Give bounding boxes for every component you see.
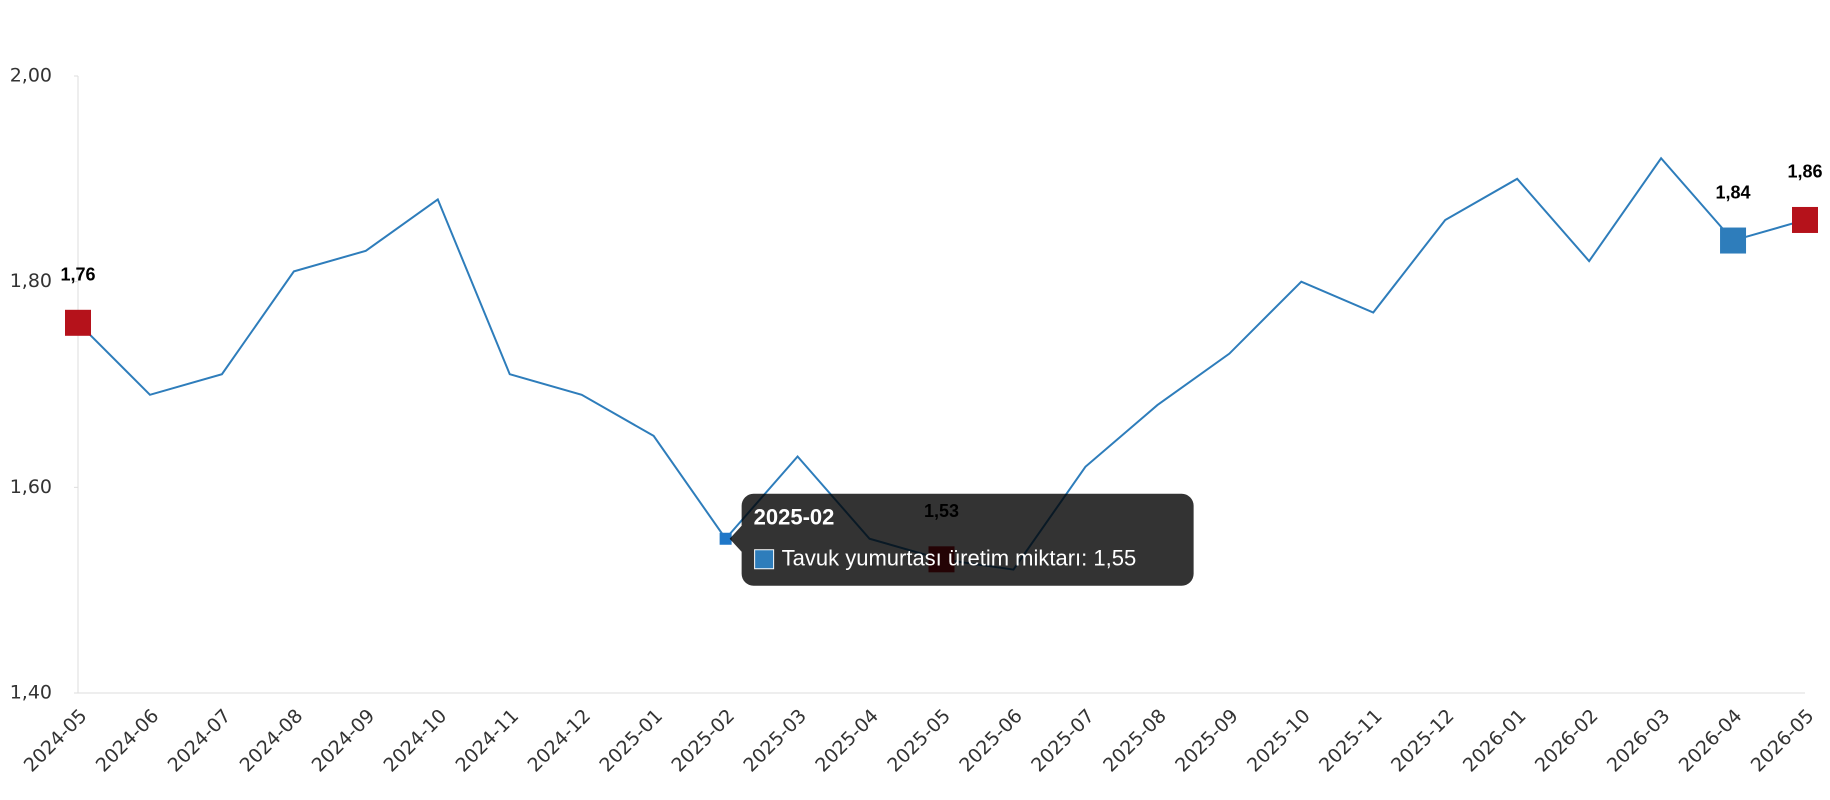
tooltip-title: 2025-02 <box>754 505 835 530</box>
x-tick-label: 2026-01 <box>1459 705 1531 777</box>
x-tick-label: 2025-02 <box>667 705 739 777</box>
tooltip: 2025-02 Tavuk yumurtası üretim miktarı: 1… <box>729 493 1194 586</box>
y-tick-label: 1,80 <box>10 270 52 292</box>
x-tick-label: 2024-11 <box>451 705 523 777</box>
x-tick-label: 2024-07 <box>164 705 236 777</box>
x-tick-label: 2024-10 <box>380 705 452 777</box>
x-tick-label: 2024-09 <box>308 705 380 777</box>
y-tick-label: 1,40 <box>10 682 52 704</box>
x-tick-label: 2024-12 <box>523 705 595 777</box>
marker <box>65 309 91 336</box>
y-tick-label: 2,00 <box>10 65 52 87</box>
x-tick-label: 2026-03 <box>1603 705 1675 777</box>
value-label: 1,76 <box>60 265 95 285</box>
tooltip-text: Tavuk yumurtası üretim miktarı: 1,55 <box>782 546 1137 571</box>
x-tick-label: 2025-01 <box>595 705 667 777</box>
value-label: 1,84 <box>1716 182 1751 202</box>
x-tick-label: 2025-04 <box>811 705 883 777</box>
x-tick-label: 2025-08 <box>1099 705 1171 777</box>
marker <box>1792 206 1818 233</box>
x-tick-label: 2025-09 <box>1171 705 1243 777</box>
x-tick-label: 2025-03 <box>739 705 811 777</box>
x-tick-label: 2025-10 <box>1243 705 1315 777</box>
x-tick-label: 2024-08 <box>236 705 308 777</box>
x-tick-label: 2026-04 <box>1675 705 1747 777</box>
x-tick-label: 2026-05 <box>1747 705 1819 777</box>
x-tick-label: 2025-11 <box>1315 705 1387 777</box>
x-tick-label: 2025-12 <box>1387 705 1459 777</box>
x-tick-label: 2025-06 <box>955 705 1027 777</box>
tooltip-box <box>729 493 1194 586</box>
y-tick-label: 1,60 <box>10 476 52 498</box>
marker <box>719 532 732 545</box>
x-tick-label: 2025-05 <box>883 705 955 777</box>
tooltip-swatch <box>754 549 775 570</box>
value-label: 1,86 <box>1787 162 1822 182</box>
x-tick-label: 2025-07 <box>1027 705 1099 777</box>
x-tick-label: 2026-02 <box>1531 705 1603 777</box>
x-tick-label: 2024-05 <box>20 705 92 777</box>
x-tick-label: 2024-06 <box>92 705 164 777</box>
marker <box>1720 227 1747 254</box>
